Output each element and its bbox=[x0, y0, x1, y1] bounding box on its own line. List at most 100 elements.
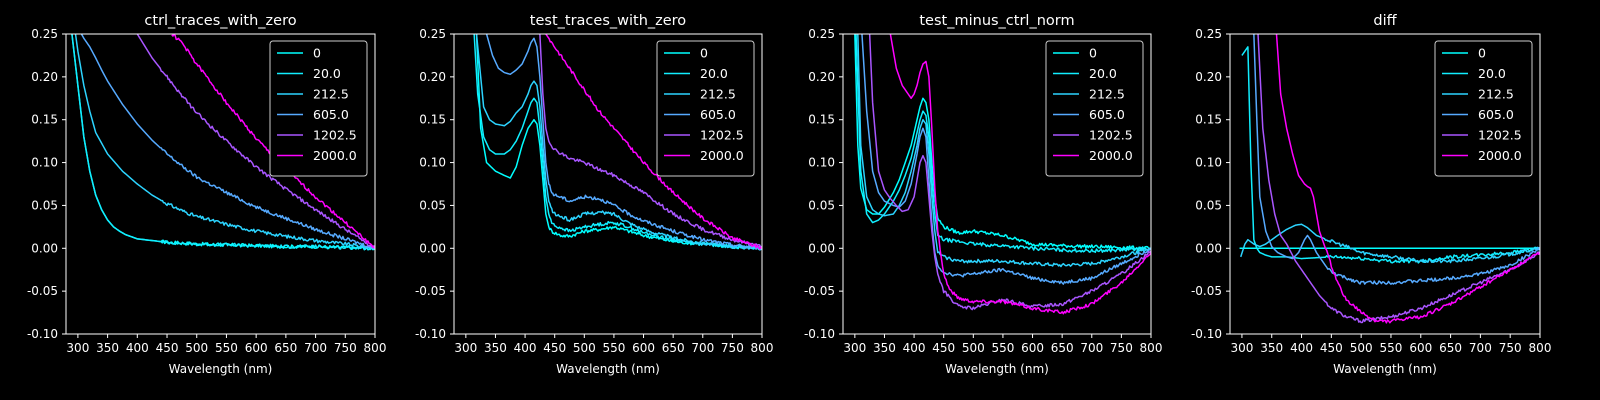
y-tick-label: -0.10 bbox=[1191, 327, 1222, 341]
x-tick-label: 800 bbox=[364, 341, 387, 355]
series-line-605.0 bbox=[485, 34, 762, 251]
x-axis-label: Wavelength (nm) bbox=[945, 362, 1049, 376]
y-tick-label: 0.20 bbox=[1195, 70, 1222, 84]
series-line-1202.5 bbox=[868, 34, 1151, 311]
x-tick-label: 300 bbox=[843, 341, 866, 355]
plot-area bbox=[473, 34, 762, 251]
y-tick-label: 0.15 bbox=[31, 113, 58, 127]
chart-panel-2: test_traces_with_zero Wavelength (nm) 300 3… bbox=[415, 13, 774, 376]
series-line-1202.5 bbox=[1257, 34, 1540, 324]
y-tick-label: 0.25 bbox=[1195, 27, 1222, 41]
legend-box bbox=[656, 40, 755, 177]
x-tick-label: 650 bbox=[1439, 341, 1462, 355]
series-line-605.0 bbox=[1253, 34, 1540, 285]
legend-label: 20.0 bbox=[1089, 66, 1117, 81]
chart-panel-1: ctrl_traces_with_zero Wavelength (nm) 300 3… bbox=[27, 13, 387, 376]
y-tick-label: 0.10 bbox=[1195, 156, 1222, 170]
y-tick-label: 0.00 bbox=[419, 241, 446, 255]
x-axis-label: Wavelength (nm) bbox=[556, 362, 660, 376]
y-tick-label: 0.20 bbox=[808, 70, 835, 84]
legend-label: 212.5 bbox=[1478, 87, 1514, 102]
y-tick-label: -0.05 bbox=[1191, 284, 1222, 298]
legend-label: 1202.5 bbox=[1089, 128, 1133, 143]
x-tick-label: 700 bbox=[304, 341, 327, 355]
x-tick-label: 450 bbox=[543, 341, 566, 355]
series-line-212.5 bbox=[475, 34, 762, 251]
y-tick-label: 0.00 bbox=[31, 241, 58, 255]
x-tick-label: 300 bbox=[454, 341, 477, 355]
y-tick-label: 0.10 bbox=[419, 156, 446, 170]
legend-label: 1202.5 bbox=[700, 128, 744, 143]
legend-label: 2000.0 bbox=[1478, 148, 1522, 163]
y-tick-label: 0.15 bbox=[808, 113, 835, 127]
y-tick-label: 0.05 bbox=[31, 198, 58, 212]
y-tick-label: -0.10 bbox=[804, 327, 835, 341]
legend-label: 0 bbox=[1478, 46, 1486, 61]
x-tick-label: 550 bbox=[215, 341, 238, 355]
x-tick-label: 800 bbox=[1529, 341, 1552, 355]
x-tick-label: 400 bbox=[126, 341, 149, 355]
chart-title: diff bbox=[1373, 13, 1397, 29]
y-tick-label: -0.10 bbox=[415, 327, 446, 341]
legend-box bbox=[1434, 40, 1533, 177]
series-line-20.0 bbox=[855, 34, 1151, 254]
x-axis-label: Wavelength (nm) bbox=[169, 362, 273, 376]
legend-label: 2000.0 bbox=[1089, 148, 1133, 163]
axes-frame bbox=[842, 33, 1152, 335]
y-tick-label: 0.00 bbox=[1195, 241, 1222, 255]
y-tick-label: -0.05 bbox=[804, 284, 835, 298]
x-tick-label: 650 bbox=[662, 341, 685, 355]
chart-panel-4: diff Wavelength (nm) 300 350 400 450 500 550 600… bbox=[1191, 13, 1552, 376]
x-tick-label: 700 bbox=[1080, 341, 1103, 355]
y-tick-label: 0.05 bbox=[419, 198, 446, 212]
legend-label: 2000.0 bbox=[700, 148, 744, 163]
y-tick-label: 0.25 bbox=[808, 27, 835, 41]
legend: 0 20.0 212.5 605.0 1202.5 2000.0 bbox=[656, 40, 755, 177]
x-tick-label: 400 bbox=[514, 341, 537, 355]
x-axis-label: Wavelength (nm) bbox=[1333, 362, 1437, 376]
legend-label: 605.0 bbox=[1478, 107, 1514, 122]
x-tick-label: 300 bbox=[66, 341, 89, 355]
chart-title: ctrl_traces_with_zero bbox=[144, 13, 296, 29]
legend-box bbox=[269, 40, 368, 177]
series-line-20.0 bbox=[71, 34, 375, 251]
legend: 0 20.0 212.5 605.0 1202.5 2000.0 bbox=[1434, 40, 1533, 177]
x-tick-label: 500 bbox=[1350, 341, 1373, 355]
axes-frame bbox=[65, 33, 376, 335]
x-tick-label: 350 bbox=[96, 341, 119, 355]
y-tick-label: 0.25 bbox=[419, 27, 446, 41]
legend-label: 0 bbox=[313, 46, 321, 61]
x-tick-label: 800 bbox=[751, 341, 774, 355]
x-tick-label: 450 bbox=[932, 341, 955, 355]
x-tick-label: 750 bbox=[334, 341, 357, 355]
series-line-212.5 bbox=[74, 34, 375, 250]
y-tick-label: 0.05 bbox=[808, 198, 835, 212]
axes-frame bbox=[1229, 33, 1541, 335]
series-line-605.0 bbox=[861, 34, 1151, 285]
x-tick-label: 700 bbox=[1469, 341, 1492, 355]
x-tick-label: 600 bbox=[1021, 341, 1044, 355]
legend-box bbox=[1045, 40, 1144, 177]
y-tick-label: -0.05 bbox=[27, 284, 58, 298]
series-line-0 bbox=[854, 34, 1151, 251]
legend-label: 212.5 bbox=[700, 87, 736, 102]
legend-label: 212.5 bbox=[1089, 87, 1125, 102]
y-tick-label: 0.20 bbox=[31, 70, 58, 84]
legend: 0 20.0 212.5 605.0 1202.5 2000.0 bbox=[269, 40, 368, 177]
x-tick-label: 600 bbox=[1409, 341, 1432, 355]
x-tick-label: 650 bbox=[274, 341, 297, 355]
plot-area bbox=[854, 34, 1151, 315]
legend-label: 212.5 bbox=[313, 87, 349, 102]
x-tick-label: 500 bbox=[573, 341, 596, 355]
x-tick-label: 550 bbox=[602, 341, 625, 355]
x-tick-label: 400 bbox=[1290, 341, 1313, 355]
x-tick-label: 750 bbox=[1499, 341, 1522, 355]
x-tick-label: 350 bbox=[1260, 341, 1283, 355]
legend-label: 605.0 bbox=[700, 107, 736, 122]
x-tick-label: 700 bbox=[691, 341, 714, 355]
legend: 0 20.0 212.5 605.0 1202.5 2000.0 bbox=[1045, 40, 1144, 177]
axes-frame bbox=[453, 33, 763, 335]
y-tick-label: 0.25 bbox=[31, 27, 58, 41]
y-tick-label: 0.10 bbox=[31, 156, 58, 170]
